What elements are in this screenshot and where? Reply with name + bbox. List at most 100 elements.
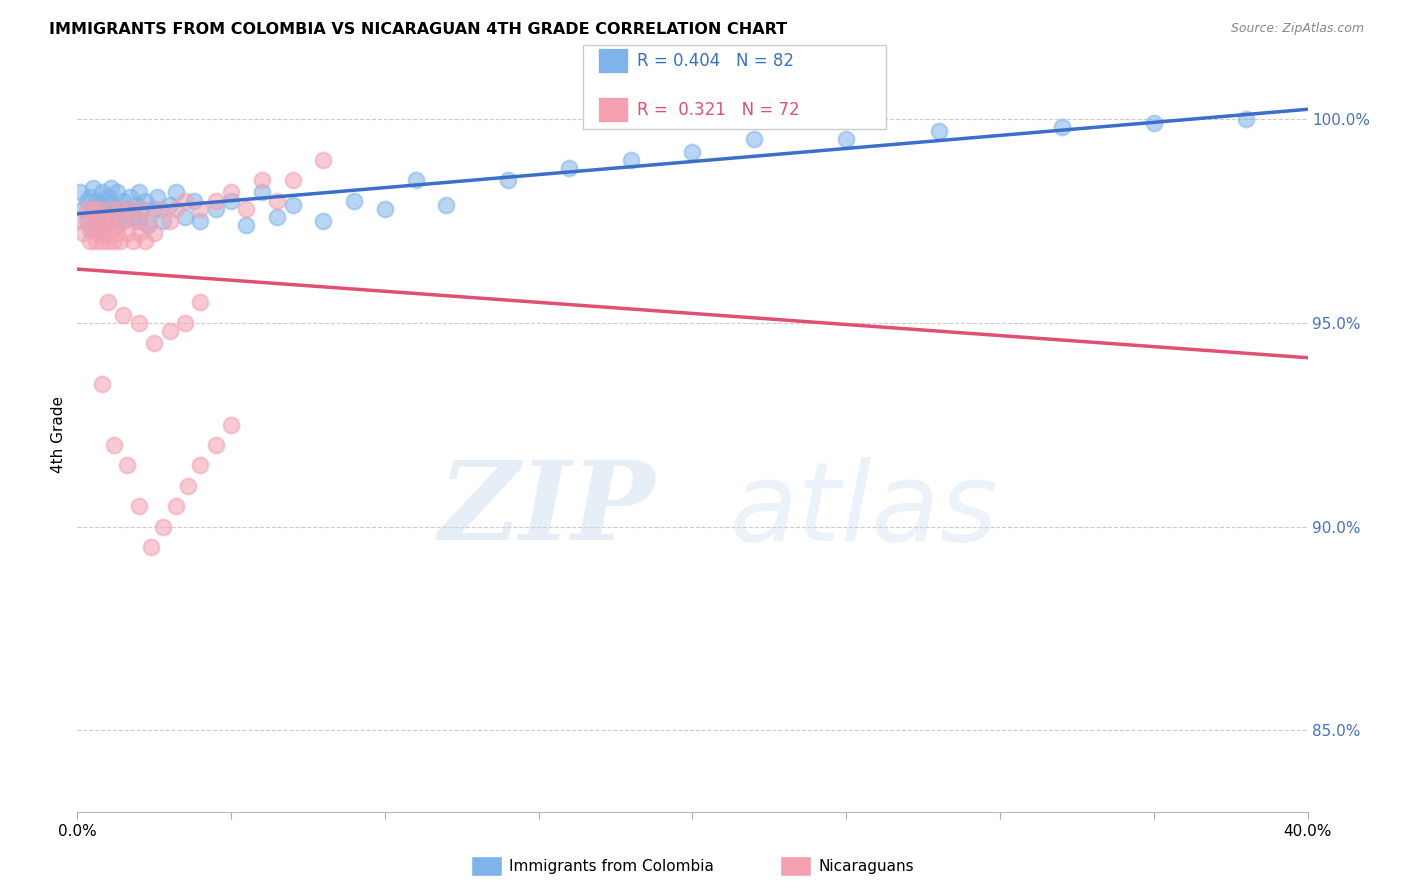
Point: [87, 218, 110, 232]
Point: [128, 186, 150, 200]
Point: [128, 214, 150, 228]
Text: IMMIGRANTS FROM COLOMBIA VS NICARAGUAN 4TH GRADE CORRELATION CHART: IMMIGRANTS FROM COLOMBIA VS NICARAGUAN 4…: [49, 22, 787, 37]
Y-axis label: 4th Grade: 4th Grade: [51, 396, 66, 474]
Point: [312, 153, 335, 167]
Point: [100, 202, 122, 216]
Point: [742, 132, 765, 146]
Point: [143, 202, 166, 216]
Point: [121, 210, 143, 224]
Point: [79, 222, 101, 236]
Point: [84, 210, 107, 224]
Point: [105, 226, 128, 240]
Point: [76, 202, 98, 216]
Point: [165, 499, 187, 513]
Point: [105, 218, 128, 232]
Point: [152, 214, 174, 228]
Point: [87, 226, 110, 240]
Point: [94, 206, 117, 220]
Point: [165, 202, 187, 216]
Point: [121, 235, 143, 249]
Point: [219, 194, 242, 208]
Point: [682, 145, 704, 159]
Point: [281, 197, 304, 211]
Point: [159, 197, 181, 211]
Point: [100, 202, 122, 216]
Point: [79, 189, 101, 203]
Point: [219, 186, 242, 200]
Point: [69, 214, 91, 228]
Point: [94, 194, 117, 208]
Point: [128, 499, 150, 513]
Point: [177, 479, 200, 493]
Point: [87, 197, 110, 211]
Point: [496, 173, 519, 187]
Point: [100, 222, 122, 236]
Point: [97, 214, 120, 228]
Point: [115, 202, 138, 216]
Point: [90, 226, 114, 240]
Point: [281, 173, 304, 187]
Point: [97, 235, 120, 249]
Point: [152, 519, 174, 533]
Point: [103, 235, 125, 249]
Point: [94, 226, 117, 240]
Text: atlas: atlas: [730, 457, 998, 564]
Point: [190, 295, 212, 310]
Point: [84, 235, 107, 249]
Point: [405, 173, 427, 187]
Point: [159, 324, 181, 338]
Point: [103, 197, 125, 211]
Point: [84, 194, 107, 208]
Point: [97, 214, 120, 228]
Point: [90, 186, 114, 200]
Point: [159, 214, 181, 228]
Point: [134, 235, 156, 249]
Point: [90, 376, 114, 391]
Point: [87, 202, 110, 216]
Point: [131, 202, 153, 216]
Point: [204, 438, 226, 452]
Point: [125, 197, 148, 211]
Point: [143, 336, 166, 351]
Point: [118, 202, 141, 216]
Point: [79, 235, 101, 249]
Point: [97, 189, 120, 203]
Point: [131, 202, 153, 216]
Point: [312, 214, 335, 228]
Point: [105, 186, 128, 200]
Point: [128, 226, 150, 240]
Point: [97, 295, 120, 310]
Point: [125, 214, 148, 228]
Point: [112, 308, 135, 322]
Point: [835, 132, 858, 146]
Point: [115, 458, 138, 473]
Point: [1234, 112, 1257, 127]
Point: [72, 226, 94, 240]
Point: [235, 202, 257, 216]
Text: ZIP: ZIP: [439, 457, 655, 564]
Point: [103, 214, 125, 228]
Point: [141, 540, 163, 554]
Point: [136, 218, 159, 232]
Point: [100, 181, 122, 195]
Point: [190, 202, 212, 216]
Point: [79, 214, 101, 228]
Point: [134, 194, 156, 208]
Point: [174, 210, 197, 224]
Point: [82, 202, 104, 216]
Point: [235, 218, 257, 232]
Point: [1050, 120, 1073, 135]
Text: R = 0.404   N = 82: R = 0.404 N = 82: [637, 52, 794, 70]
Point: [165, 186, 187, 200]
Point: [620, 153, 643, 167]
Point: [69, 186, 91, 200]
Point: [112, 214, 135, 228]
Point: [250, 186, 273, 200]
Text: Immigrants from Colombia: Immigrants from Colombia: [509, 859, 714, 873]
Point: [110, 235, 132, 249]
Point: [558, 161, 581, 175]
Point: [110, 202, 132, 216]
Point: [146, 189, 169, 203]
Point: [72, 202, 94, 216]
Text: Nicaraguans: Nicaraguans: [818, 859, 914, 873]
